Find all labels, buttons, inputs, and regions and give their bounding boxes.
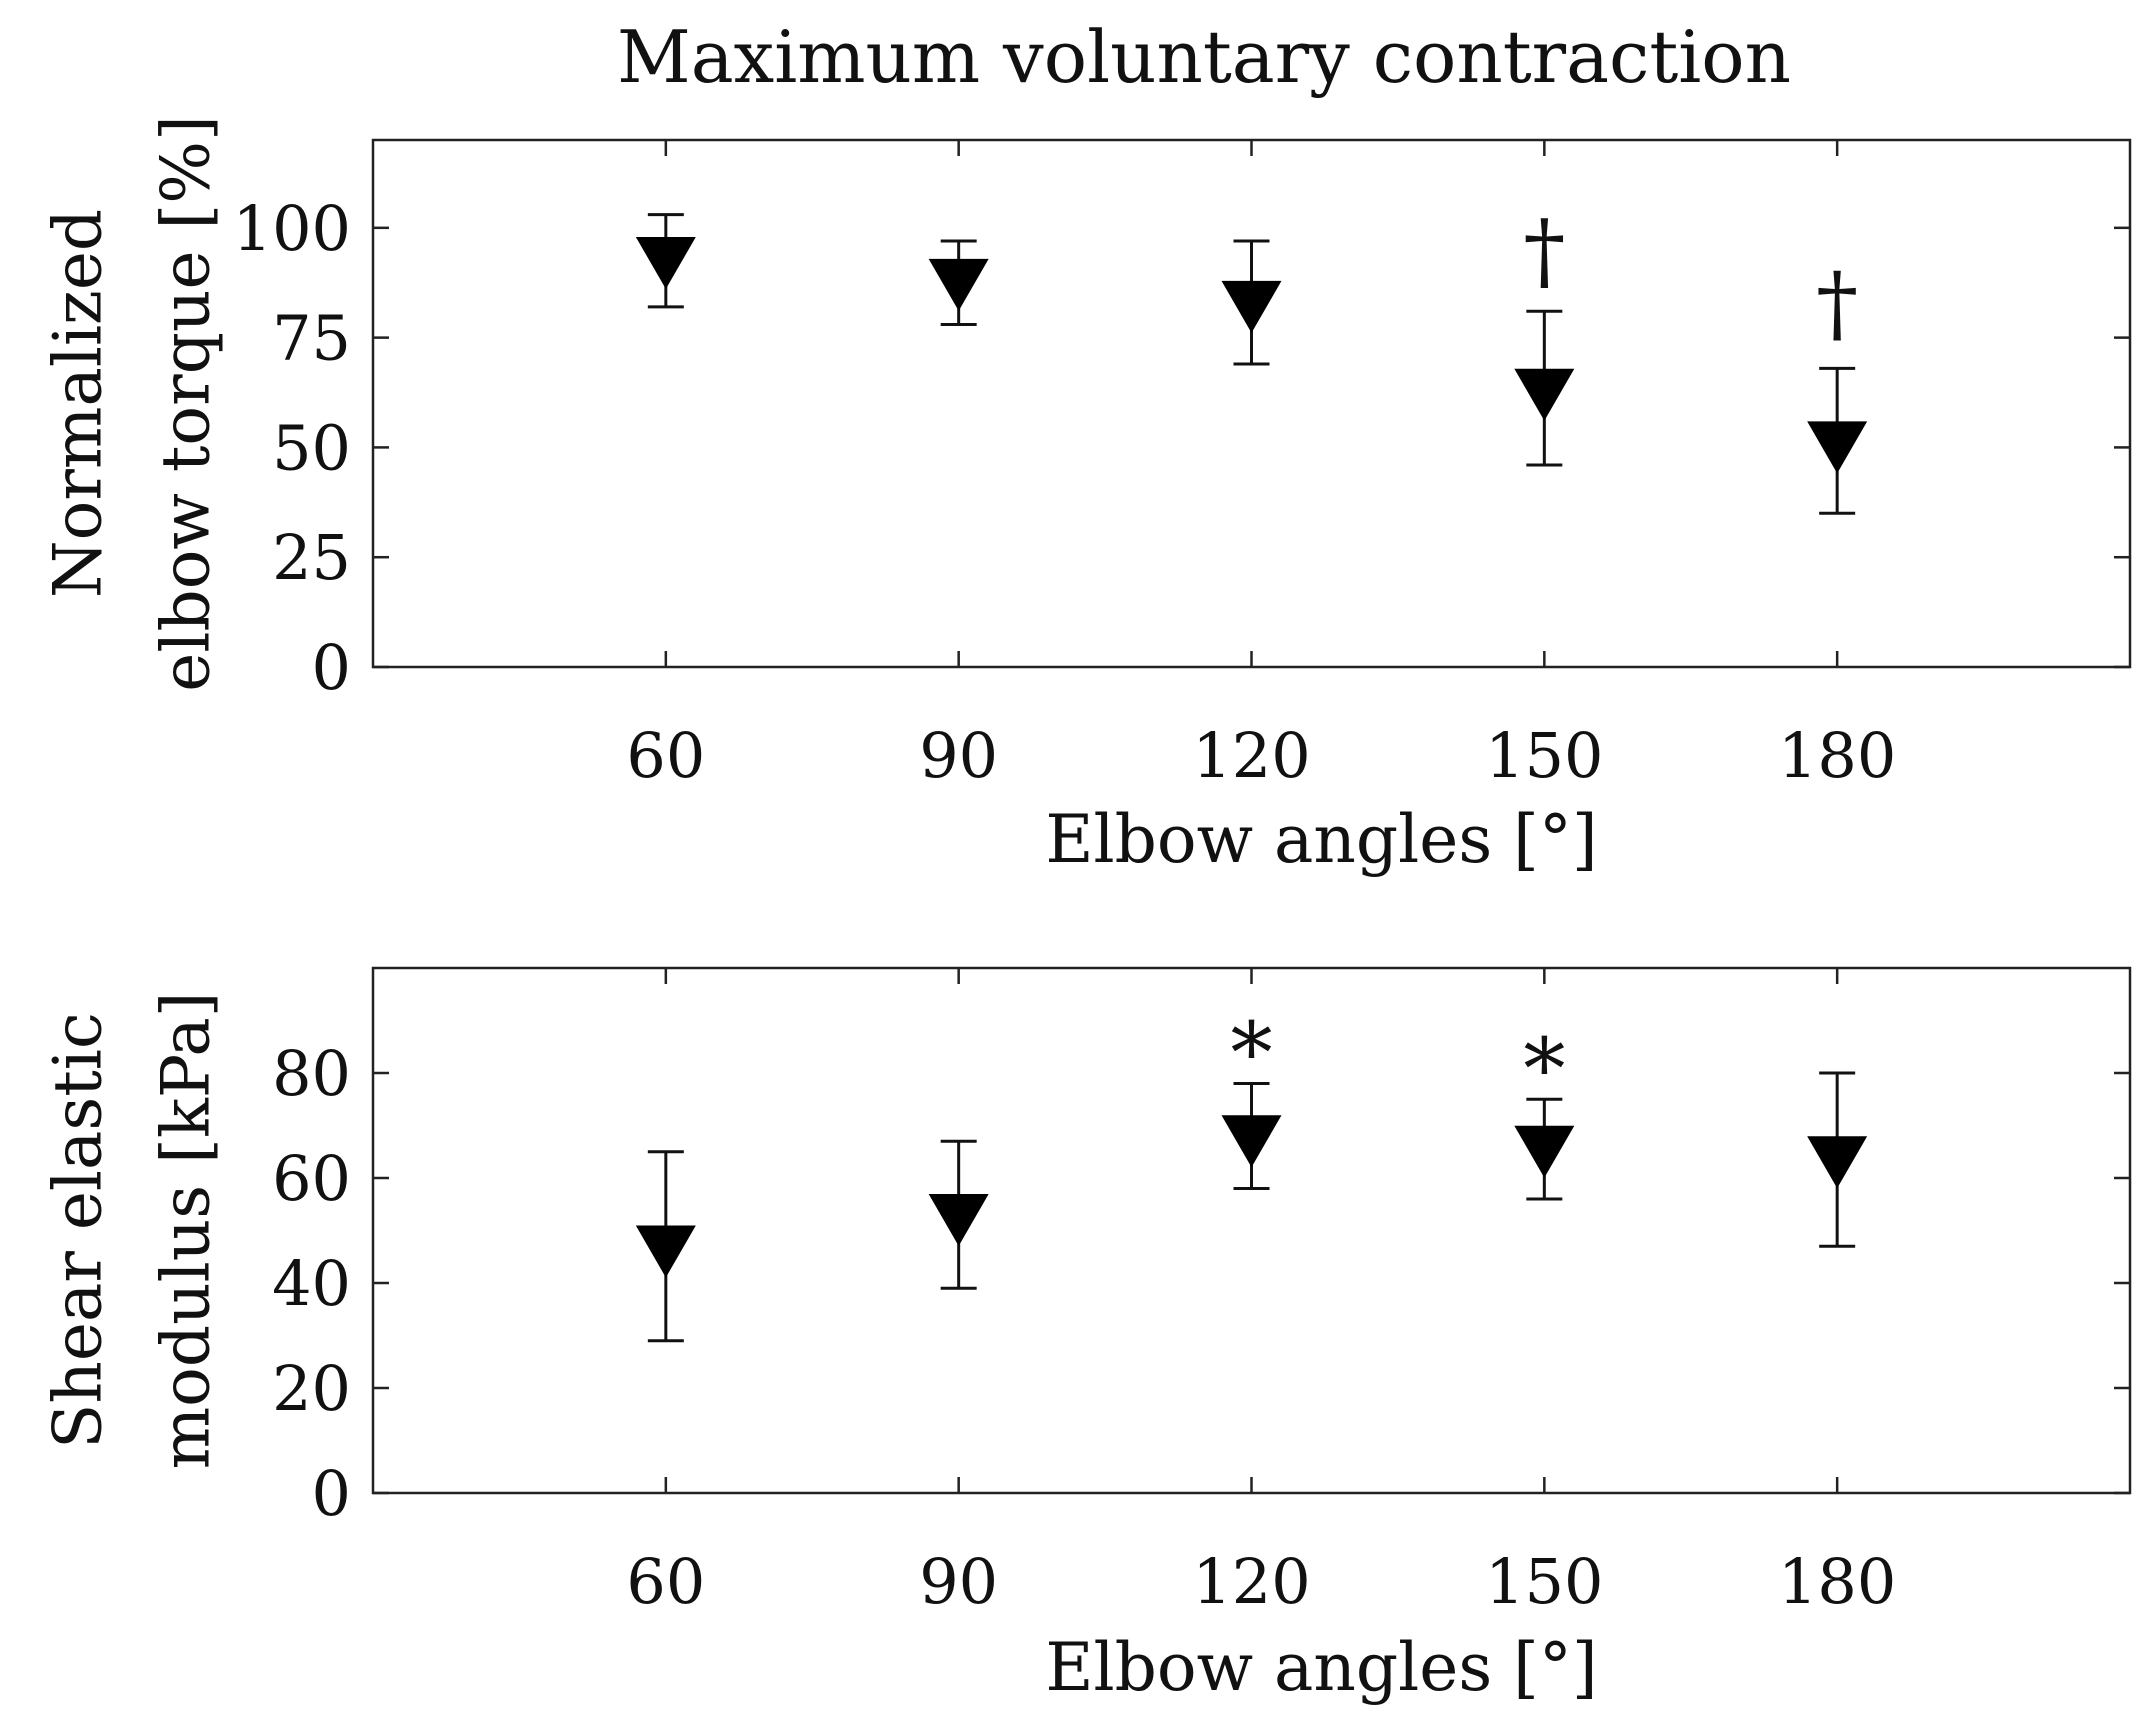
data-point-marker [635,1225,696,1278]
significance-marker: * [1523,1020,1565,1118]
data-point-marker [1514,368,1575,421]
y-tick-label: 40 [272,1247,351,1320]
y-tick-label: 75 [272,302,351,375]
x-tick-label: 180 [1778,719,1896,792]
axes-box [371,138,2132,669]
data-point-marker [1221,280,1282,333]
modulus-panel: 0 20 40 60 80 60 90 120 150 180 Elbow angles [°] Sh… [40,966,2132,1706]
significance-marker: † [1523,202,1565,300]
x-tick-label: 180 [1778,1545,1896,1618]
y-tick-label: 25 [272,521,351,594]
data-point-marker [1221,1115,1282,1168]
x-tick-label: 150 [1485,1545,1603,1618]
y-axis-label-line2: elbow torque [%] [148,115,225,691]
torque-panel: 0 25 50 75 100 60 90 120 150 180 Elbow angles [°] N… [40,115,2132,878]
y-tick-label: 20 [272,1352,351,1425]
x-tick-label: 60 [626,719,705,792]
y-axis-label-line1: Normalized [40,209,117,598]
data-point-marker [928,1194,989,1246]
y-tick-label: 0 [312,1457,351,1530]
x-tick-label: 90 [919,1545,998,1618]
y-tick-label: 50 [272,411,351,484]
y-tick-label: 60 [272,1142,351,1215]
x-axis-label: Elbow angles [°] [1045,1629,1597,1706]
figure-title: Maximum voluntary contraction [617,15,1791,99]
x-tick-label: 150 [1485,719,1603,792]
x-axis-label: Elbow angles [°] [1045,801,1597,878]
data-point-marker [928,258,989,311]
y-tick-label: 80 [272,1037,351,1110]
y-tick-label: 100 [233,192,351,265]
data-point-marker [635,236,696,289]
x-tick-label: 120 [1192,719,1310,792]
y-axis-label-line2: modulus [kPa] [148,992,225,1470]
significance-marker: * [1231,1004,1273,1102]
x-tick-label: 90 [919,719,998,792]
data-point-marker [1807,1136,1868,1189]
significance-marker: † [1816,254,1858,352]
data-point-marker [1514,1125,1575,1178]
y-tick-label: 0 [312,631,351,704]
y-axis-label-line1: Shear elastic [40,1012,117,1449]
data-point-marker [1807,421,1868,474]
x-tick-label: 120 [1192,1545,1310,1618]
x-tick-label: 60 [626,1545,705,1618]
